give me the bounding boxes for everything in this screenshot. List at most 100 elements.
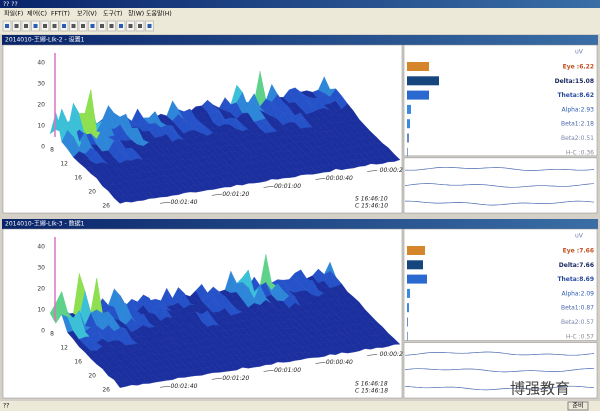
- window-title: ?? ??: [3, 1, 18, 8]
- eeg-trace: [404, 183, 595, 188]
- time-label: 00:00:2: [380, 167, 403, 174]
- freq-label: 8: [50, 331, 54, 338]
- band-bar: [407, 90, 429, 100]
- time-label: 00:01:00: [274, 183, 301, 190]
- eeg-trace: [404, 368, 595, 373]
- z-axis-label: 0: [41, 144, 45, 151]
- menu-bar: [0, 8, 600, 19]
- menu-item[interactable]: 도구(T): [103, 11, 122, 18]
- z-axis-label: 30: [37, 81, 45, 88]
- z-axis-label: 0: [41, 328, 45, 335]
- z-axis-label: 10: [37, 123, 45, 130]
- eeg-trace: [404, 166, 595, 171]
- timestamp: C 15:46:10: [355, 203, 388, 210]
- toolbar-icon: [138, 24, 142, 28]
- freq-label: 20: [88, 189, 96, 196]
- band-bar: [407, 62, 429, 71]
- menu-item[interactable]: FFT(T): [51, 11, 70, 18]
- surface-cell: [387, 338, 401, 345]
- menu-item[interactable]: 창(W): [128, 10, 144, 18]
- band-bar: [407, 246, 425, 255]
- band-label: Alpha:2.93: [562, 106, 595, 113]
- freq-label: 16: [74, 175, 82, 182]
- band-label: Theta:8.62: [557, 92, 594, 99]
- menu-item[interactable]: 제어(C): [27, 10, 47, 18]
- band-label: Alpha:2.09: [562, 290, 595, 297]
- timestamp: S 16:46:18: [355, 381, 388, 388]
- toolbar-icon: [81, 24, 85, 28]
- menu-item[interactable]: 도움말(H): [146, 10, 172, 18]
- time-label: 00:01:00: [274, 367, 301, 374]
- band-bar: [407, 76, 439, 86]
- eeg-trace: [404, 351, 595, 356]
- band-label: Delta:7.66: [559, 262, 594, 269]
- z-axis-label: 40: [37, 244, 45, 251]
- menu-item[interactable]: 보기(V): [77, 10, 97, 18]
- z-axis-label: 40: [37, 60, 45, 67]
- time-tick: [211, 378, 222, 380]
- band-bar: [407, 119, 410, 129]
- band-label: Theta:8.69: [557, 276, 594, 283]
- time-label: 00:01:20: [222, 375, 249, 382]
- band-label: H-C :0.36: [566, 149, 594, 156]
- eeg-trace: [405, 200, 595, 206]
- freq-label: 16: [74, 359, 82, 366]
- timestamp: C 15:46:18: [355, 388, 388, 395]
- toolbar-icon: [43, 24, 47, 28]
- time-tick: [159, 386, 171, 388]
- time-label: 00:01:20: [222, 191, 249, 198]
- surface-cell: [388, 153, 401, 162]
- status-left: ??: [3, 403, 9, 410]
- timestamp: S 16:46:10: [355, 196, 388, 203]
- toolbar-icon: [71, 24, 76, 28]
- freq-label: 26: [102, 203, 110, 210]
- time-tick: [367, 170, 378, 172]
- band-label: Beta2:0.57: [561, 319, 594, 326]
- band-bar: [407, 274, 427, 284]
- toolbar-icon: [33, 24, 38, 28]
- eeg-trace: [404, 385, 595, 391]
- wave-area: [403, 157, 598, 214]
- time-tick: [211, 194, 222, 196]
- freq-label: 20: [88, 373, 96, 380]
- band-bar: [407, 147, 408, 157]
- z-axis-label: 20: [37, 286, 45, 293]
- band-unit: uV: [575, 233, 584, 240]
- time-label: 00:00:40: [326, 359, 353, 366]
- time-label: 00:01:40: [171, 383, 198, 390]
- band-area: [403, 44, 598, 157]
- toolbar-icon: [52, 24, 57, 28]
- z-axis-label: 10: [37, 307, 45, 314]
- time-tick: [159, 202, 171, 204]
- panel-title: 2014010-王娜-LIk-3 - 数据1: [5, 220, 85, 228]
- toolbar-icon: [5, 24, 9, 28]
- band-label: Eye :6.22: [563, 64, 594, 71]
- time-tick: [315, 178, 326, 180]
- toolbar-icon: [109, 24, 114, 28]
- time-tick: [263, 186, 274, 188]
- band-bar: [407, 331, 408, 341]
- band-bar: [407, 133, 409, 143]
- band-area: [403, 228, 598, 341]
- toolbar-icon: [119, 24, 123, 28]
- title-bar: [0, 0, 600, 8]
- band-unit: uV: [575, 49, 584, 56]
- toolbar-icon: [14, 24, 19, 28]
- band-label: Beta1:0.87: [561, 305, 594, 312]
- status-box: [567, 401, 589, 411]
- time-label: 00:00:40: [326, 175, 353, 182]
- band-label: Beta1:2.18: [561, 121, 594, 128]
- watermark: 博强教育: [510, 380, 570, 398]
- toolbar-icon: [100, 24, 104, 28]
- menu-item[interactable]: 파일(F): [4, 10, 23, 18]
- freq-label: 12: [60, 161, 68, 168]
- toolbar-icon: [24, 24, 28, 28]
- freq-label: 26: [102, 387, 110, 394]
- time-tick: [367, 354, 378, 356]
- band-label: Beta2:0.51: [561, 135, 594, 142]
- panel-title: 2014010-王娜-LIk-2 - 设置1: [5, 36, 85, 44]
- band-bar: [407, 288, 410, 298]
- time-tick: [315, 362, 326, 364]
- band-label: Eye :7.66: [563, 248, 594, 255]
